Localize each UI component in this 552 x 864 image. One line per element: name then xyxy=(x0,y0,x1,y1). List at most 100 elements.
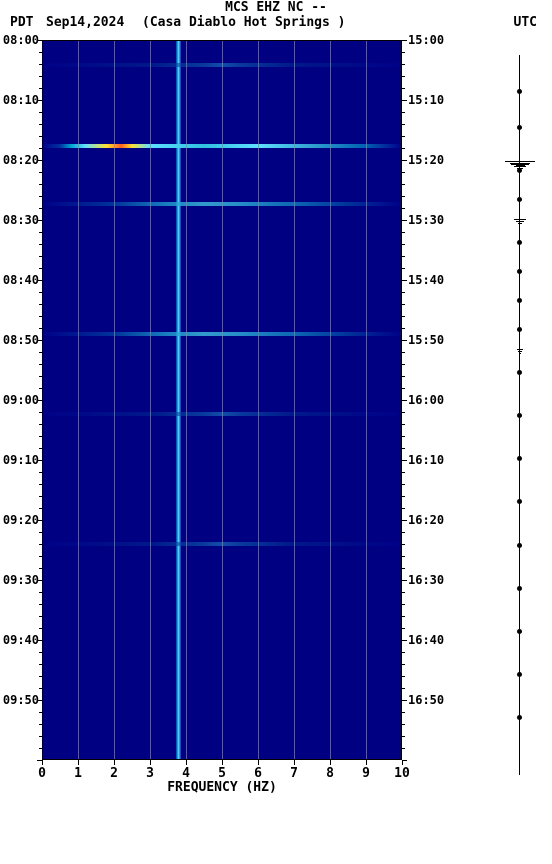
seismo-burst xyxy=(514,219,526,220)
grid-vline xyxy=(258,40,259,760)
y-tick-label-right: 16:40 xyxy=(402,633,444,647)
y-minor-tick xyxy=(402,724,405,725)
x-tick-label: 6 xyxy=(254,766,262,781)
station-name: (Casa Diablo Hot Springs ) xyxy=(142,15,346,30)
x-tick-label: 1 xyxy=(74,766,82,781)
y-tick-label-left: 09:50 xyxy=(3,693,42,707)
y-minor-tick xyxy=(402,412,405,413)
y-minor-tick xyxy=(39,244,42,245)
seismo-dot xyxy=(517,269,522,274)
y-minor-tick xyxy=(39,316,42,317)
x-tick-label: 5 xyxy=(218,766,226,781)
y-minor-tick xyxy=(402,496,405,497)
seismo-dot xyxy=(517,629,522,634)
y-minor-tick xyxy=(402,676,405,677)
y-minor-tick xyxy=(402,112,405,113)
tz-left: PDT xyxy=(10,15,33,30)
seismo-dot xyxy=(517,715,522,720)
y-minor-tick xyxy=(39,484,42,485)
grid-vline xyxy=(186,40,187,760)
y-minor-tick xyxy=(39,88,42,89)
y-tick-label-left: 08:50 xyxy=(3,333,42,347)
y-minor-tick xyxy=(39,688,42,689)
grid-vline xyxy=(78,40,79,760)
grid-vline xyxy=(222,40,223,760)
y-minor-tick xyxy=(402,592,405,593)
y-minor-tick xyxy=(402,628,405,629)
y-minor-tick xyxy=(39,604,42,605)
y-tick-mark xyxy=(402,760,407,761)
y-minor-tick xyxy=(39,412,42,413)
y-minor-tick xyxy=(39,652,42,653)
seismo-dot xyxy=(517,586,522,591)
y-minor-tick xyxy=(402,148,405,149)
x-tick-mark xyxy=(330,760,331,765)
y-minor-tick xyxy=(402,292,405,293)
seismo-dot xyxy=(517,413,522,418)
y-minor-tick xyxy=(402,268,405,269)
x-tick-label: 9 xyxy=(362,766,370,781)
y-minor-tick xyxy=(402,484,405,485)
y-minor-tick xyxy=(39,292,42,293)
y-minor-tick xyxy=(402,532,405,533)
grid-vline xyxy=(366,40,367,760)
y-minor-tick xyxy=(39,136,42,137)
y-tick-label-left: 08:20 xyxy=(3,153,42,167)
seismo-dot xyxy=(517,125,522,130)
seismo-dot xyxy=(517,672,522,677)
y-minor-tick xyxy=(39,352,42,353)
y-tick-label-right: 16:30 xyxy=(402,573,444,587)
y-minor-tick xyxy=(402,316,405,317)
seismo-burst xyxy=(511,164,529,165)
y-minor-tick xyxy=(402,748,405,749)
y-minor-tick xyxy=(39,364,42,365)
spectrogram-plot: 08:0015:0008:1015:1008:2015:2008:3015:30… xyxy=(42,40,402,760)
y-minor-tick xyxy=(402,136,405,137)
y-minor-tick xyxy=(402,664,405,665)
x-tick-label: 7 xyxy=(290,766,298,781)
y-tick-mark xyxy=(37,760,42,761)
seismo-burst xyxy=(505,161,535,162)
seismo-dot xyxy=(517,89,522,94)
subtitle-row: PDT Sep14,2024 (Casa Diablo Hot Springs … xyxy=(0,15,552,30)
y-minor-tick xyxy=(402,424,405,425)
y-tick-label-left: 09:30 xyxy=(3,573,42,587)
y-tick-label-right: 15:20 xyxy=(402,153,444,167)
y-minor-tick xyxy=(402,388,405,389)
x-tick-mark xyxy=(114,760,115,765)
grid-vline xyxy=(150,40,151,760)
y-minor-tick xyxy=(39,184,42,185)
y-minor-tick xyxy=(402,124,405,125)
grid-vline xyxy=(294,40,295,760)
y-minor-tick xyxy=(402,352,405,353)
y-minor-tick xyxy=(39,112,42,113)
y-minor-tick xyxy=(39,436,42,437)
y-minor-tick xyxy=(39,508,42,509)
y-minor-tick xyxy=(39,76,42,77)
y-minor-tick xyxy=(39,568,42,569)
y-tick-label-right: 16:00 xyxy=(402,393,444,407)
y-minor-tick xyxy=(39,424,42,425)
seismo-burst xyxy=(517,349,523,350)
y-minor-tick xyxy=(39,544,42,545)
y-minor-tick xyxy=(39,376,42,377)
y-minor-tick xyxy=(402,472,405,473)
y-tick-label-left: 08:00 xyxy=(3,33,42,47)
y-minor-tick xyxy=(39,592,42,593)
x-tick-mark xyxy=(42,760,43,765)
y-minor-tick xyxy=(402,76,405,77)
tz-right: UTC xyxy=(514,15,537,30)
y-minor-tick xyxy=(39,268,42,269)
x-tick-mark xyxy=(294,760,295,765)
y-minor-tick xyxy=(39,172,42,173)
y-minor-tick xyxy=(39,748,42,749)
x-tick-label: 10 xyxy=(394,766,410,781)
y-minor-tick xyxy=(402,448,405,449)
y-minor-tick xyxy=(39,196,42,197)
x-tick-mark xyxy=(78,760,79,765)
y-minor-tick xyxy=(402,508,405,509)
y-minor-tick xyxy=(39,556,42,557)
y-minor-tick xyxy=(402,64,405,65)
seismo-dot xyxy=(517,168,522,173)
seismo-dot xyxy=(517,240,522,245)
